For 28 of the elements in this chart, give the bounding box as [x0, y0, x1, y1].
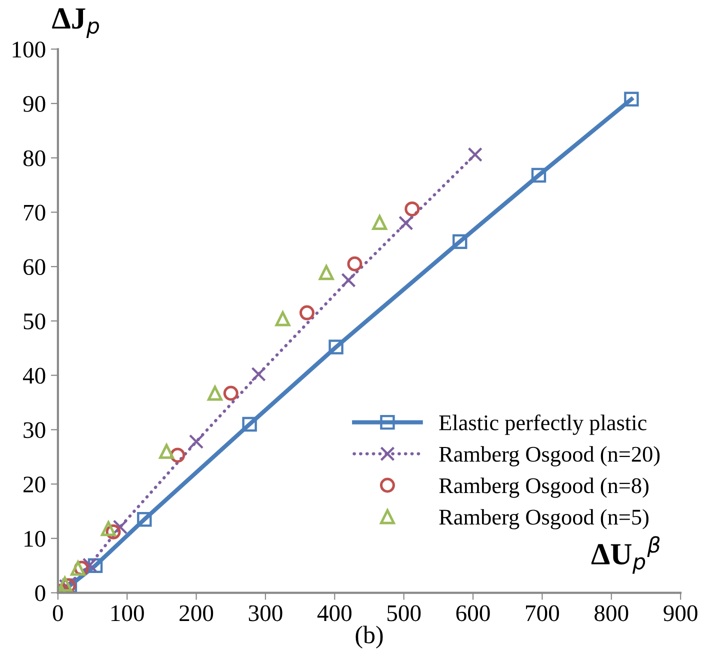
x-tick-label: 800 — [594, 605, 628, 622]
text: (b) — [356, 626, 383, 648]
y-tick-label: 20 — [24, 476, 46, 492]
x-tick-label: 400 — [317, 605, 352, 622]
x-tick-label: 0 — [52, 605, 63, 622]
y-tick-label: 60 — [24, 259, 46, 276]
x-tick-label: 600 — [456, 605, 490, 622]
y-tick-label: 50 — [24, 313, 46, 330]
x-axis-title: ΔU$_{p}$$^{β}$ — [591, 536, 660, 574]
x-tick-label: 200 — [180, 605, 214, 622]
y-tick-label: 90 — [23, 96, 46, 112]
y-tick-label: 30 — [24, 422, 46, 438]
y-tick-label: 80 — [23, 150, 46, 166]
x-tick-label: 700 — [526, 605, 560, 622]
legend-label: Elastic perfectly plastic — [439, 414, 646, 435]
legend-label: Ramberg Osgood (n=5) — [439, 509, 648, 530]
y-axis-title: ΔJ$_{p}$ — [52, 8, 100, 38]
x-tick-label: 500 — [387, 605, 421, 622]
y-tick-label: 10 — [24, 530, 46, 547]
y-tick-label: 0 — [35, 585, 46, 602]
x-tick-label: 900 — [664, 605, 698, 622]
y-tick-label: 100 — [12, 42, 46, 58]
x-tick-label: 100 — [111, 605, 144, 622]
x-tick-label: 300 — [248, 605, 282, 622]
y-tick-label: 40 — [22, 368, 46, 384]
legend-label: Ramberg Osgood (n=8) — [439, 478, 648, 498]
legend-label: Ramberg Osgood (n=20) — [439, 446, 660, 466]
y-tick-label: 70 — [24, 204, 46, 221]
